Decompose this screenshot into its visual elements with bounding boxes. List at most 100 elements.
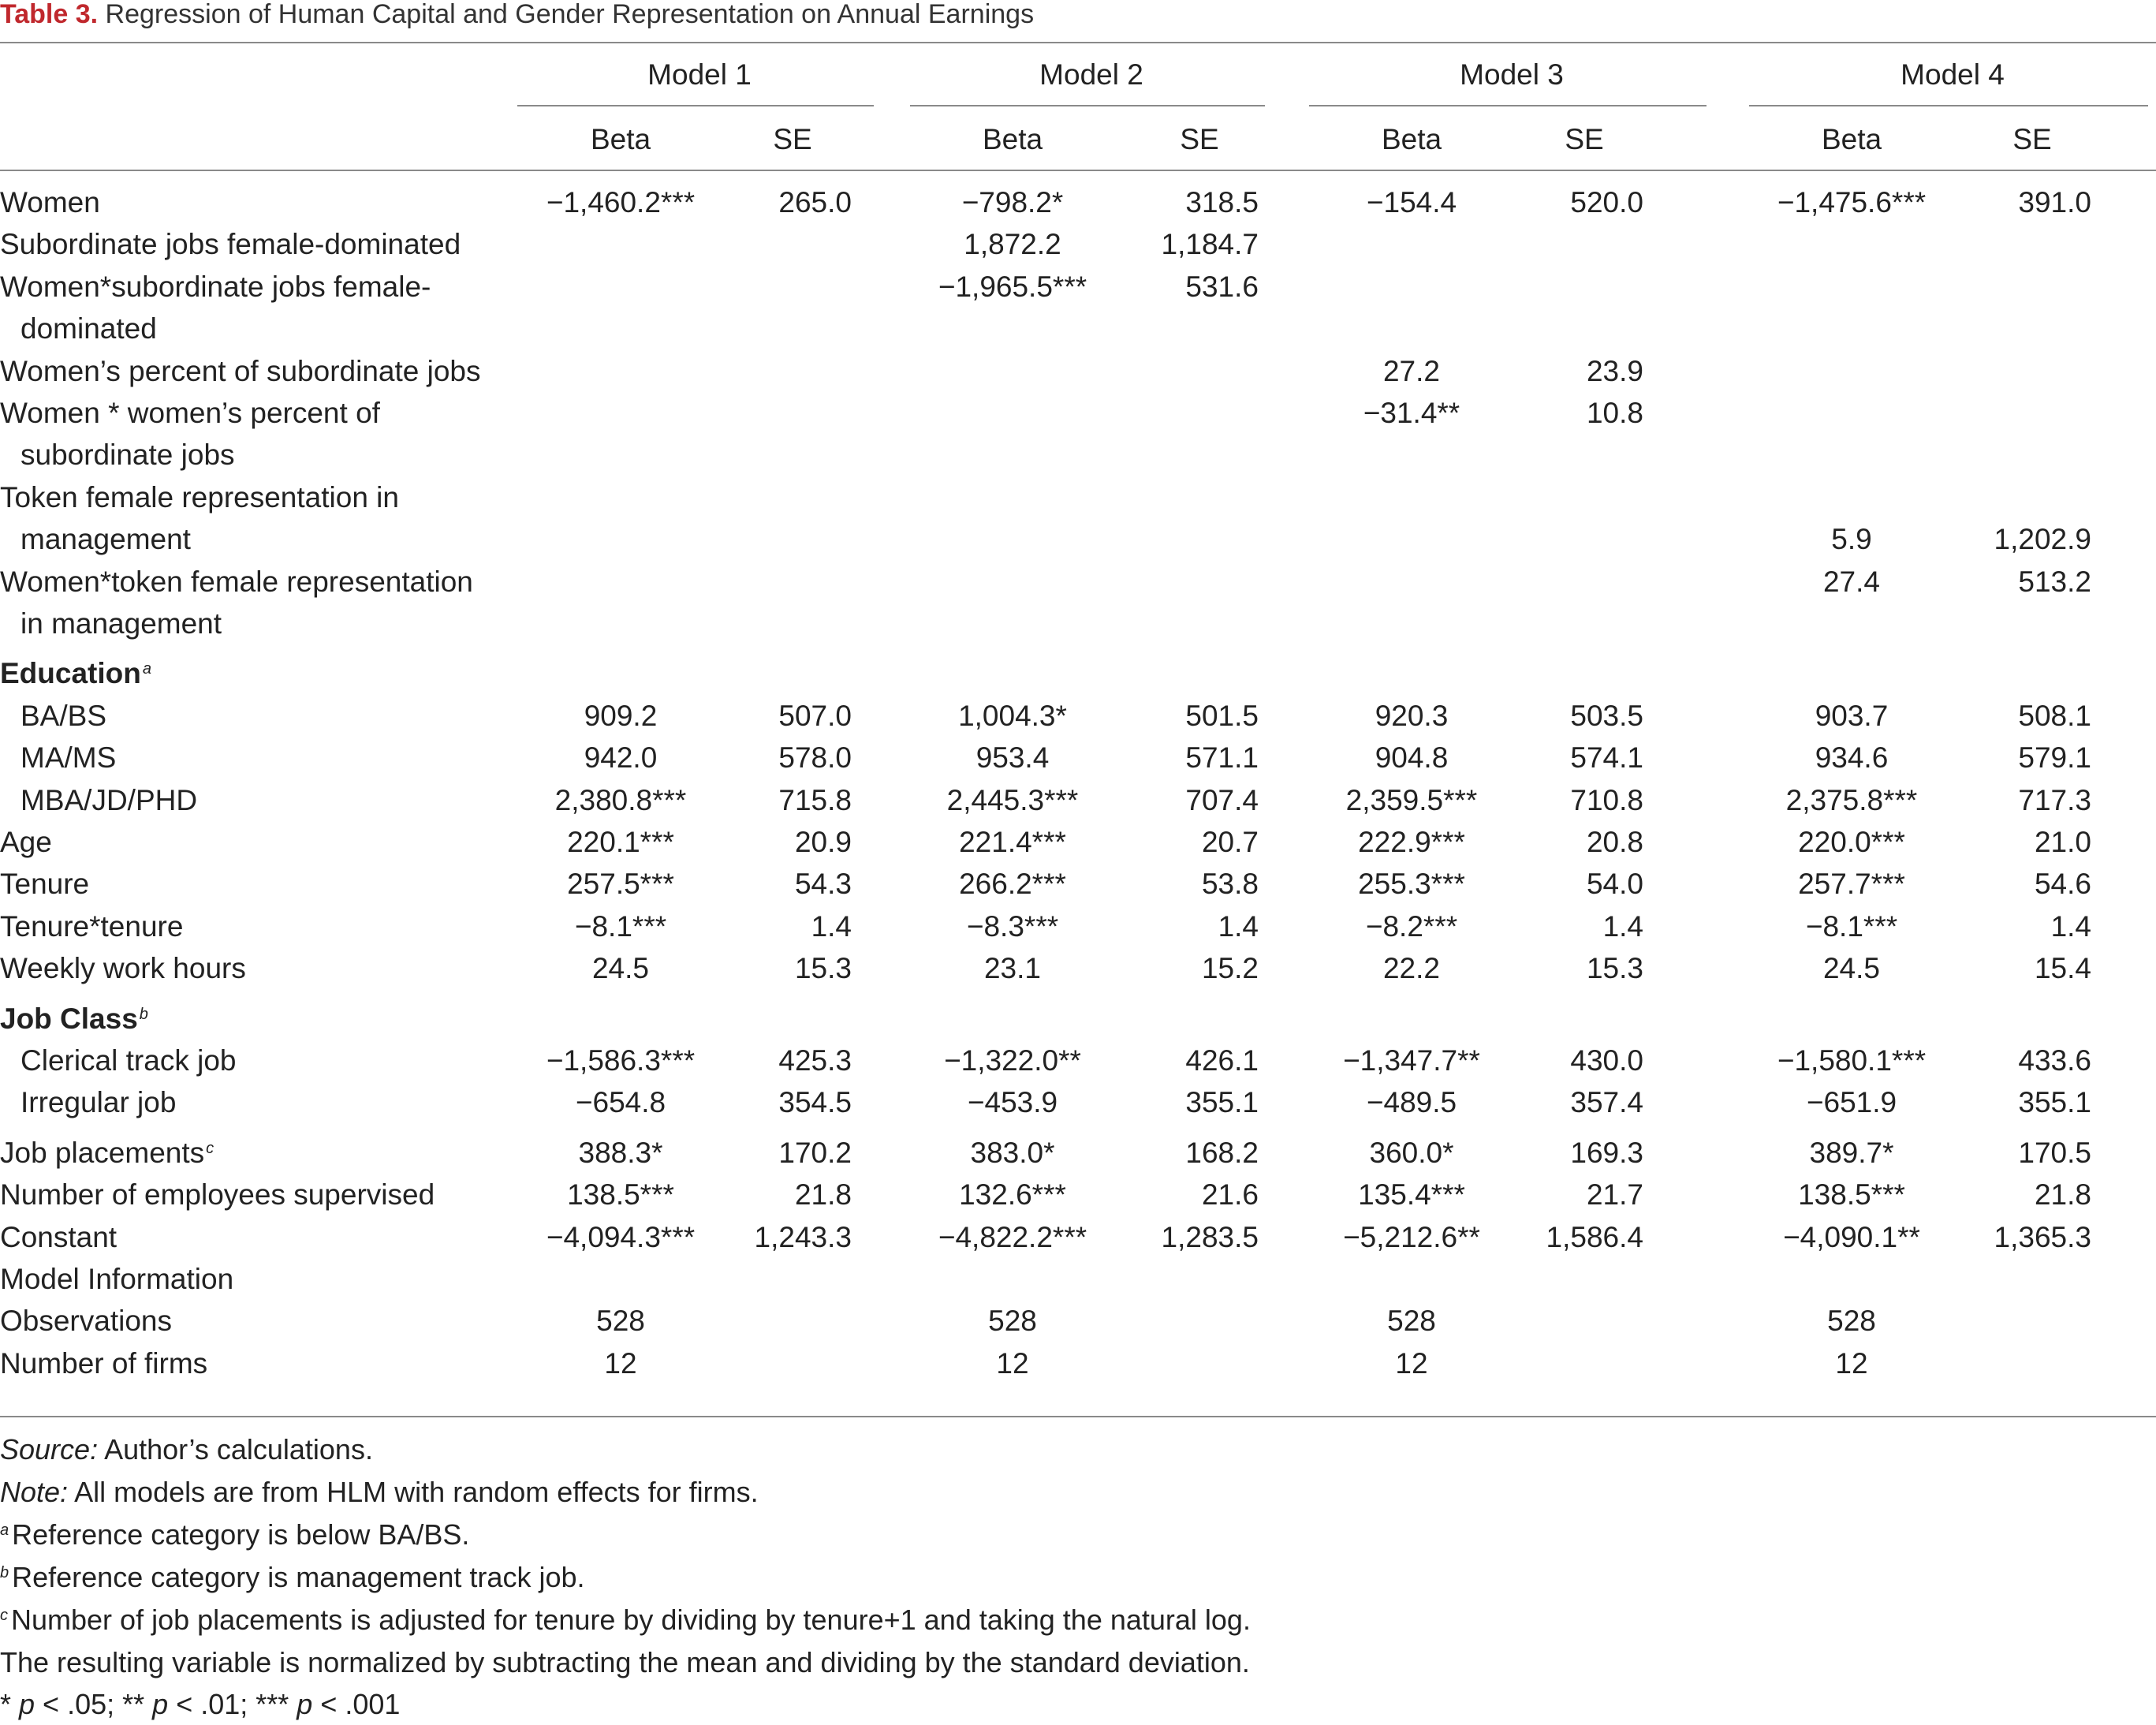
se-cell: 433.6 <box>2018 1044 2091 1077</box>
beta-cell: −154.4 <box>1366 186 1457 218</box>
se-cell: 578.0 <box>778 741 852 775</box>
footnote-b: b Reference category is management track … <box>0 1557 585 1598</box>
row-label: dominated <box>21 308 157 350</box>
row-label-text: Education <box>0 657 141 690</box>
row-label-text: Women*subordinate jobs female- <box>0 270 431 303</box>
se-cell: 265.0 <box>778 186 852 218</box>
footnote-b-text: Reference category is management track j… <box>12 1561 585 1593</box>
footnote-c: c Number of job placements is adjusted fo… <box>0 1600 1251 1641</box>
row-label: Subordinate jobs female-dominated <box>0 223 461 266</box>
row-label: Number of employees supervised <box>0 1174 435 1216</box>
beta-cell: 24.5 <box>591 952 649 985</box>
se-cell: 1,184.7 <box>1161 228 1259 261</box>
se-header-3: SE <box>1565 123 1604 155</box>
se-cell: 54.3 <box>794 868 852 901</box>
beta-cell: −651.9 <box>1806 1086 1897 1119</box>
row-label: Job Class b <box>0 998 148 1040</box>
row-label-text: MBA/JD/PHD <box>21 783 198 816</box>
source-note: Source: Author’s calculations. <box>0 1429 373 1470</box>
beta-cell: −1,586.3*** <box>546 1044 696 1077</box>
row-label: Tenure*tenure <box>0 905 183 948</box>
sig-text-1: * <box>0 1688 20 1720</box>
beta-cell: 920.3 <box>1375 699 1449 732</box>
sig-p-3: p <box>297 1688 313 1720</box>
se-cell: 425.3 <box>778 1044 852 1077</box>
se-cell: 715.8 <box>778 783 852 816</box>
se-cell: 1,243.3 <box>754 1220 852 1253</box>
row-label-text: dominated <box>21 312 157 345</box>
beta-cell: 1,004.3* <box>958 699 1067 732</box>
footnote-a-mark: a <box>0 1522 9 1539</box>
row-label-text: Token female representation in <box>0 480 399 513</box>
beta-cell: 135.4*** <box>1358 1178 1465 1212</box>
se-cell: 21.8 <box>2034 1178 2091 1212</box>
row-label: Women*subordinate jobs female- <box>0 266 431 308</box>
beta-cell: 904.8 <box>1375 741 1449 775</box>
se-cell: 21.8 <box>794 1178 852 1212</box>
beta-cell: 221.4*** <box>959 826 1066 858</box>
se-header-2: SE <box>1180 123 1219 155</box>
beta-cell: −1,475.6*** <box>1777 186 1927 218</box>
row-label: BA/BS <box>21 695 106 737</box>
footnote-a-text: Reference category is below BA/BS. <box>12 1518 470 1551</box>
beta-cell: 528 <box>1387 1305 1436 1338</box>
row-label-text: subordinate jobs <box>21 439 235 472</box>
se-header-4: SE <box>2012 123 2052 155</box>
beta-cell: −8.1*** <box>1805 909 1898 943</box>
beta-cell: −798.2* <box>961 186 1064 218</box>
se-cell: 717.3 <box>2018 783 2091 816</box>
row-label-text: Irregular job <box>21 1086 177 1119</box>
footnote-c-text-2: The resulting variable is normalized by … <box>0 1646 1250 1678</box>
beta-cell: −4,090.1** <box>1783 1220 1920 1253</box>
se-cell: 574.1 <box>1570 741 1643 775</box>
beta-cell: 12 <box>996 1346 1029 1380</box>
row-label: Irregular job <box>21 1081 176 1124</box>
se-cell: 15.3 <box>1586 952 1643 985</box>
se-cell: 1,365.3 <box>1994 1220 2091 1253</box>
beta-cell: 22.2 <box>1382 952 1440 985</box>
beta-cell: 255.3*** <box>1358 868 1465 901</box>
beta-cell: −1,580.1*** <box>1777 1044 1927 1077</box>
row-label: subordinate jobs <box>21 434 235 476</box>
row-label-text: Tenure*tenure <box>0 909 184 943</box>
beta-cell: 2,380.8*** <box>554 783 687 816</box>
table-title: Table 3. Regression of Human Capital and… <box>0 0 1034 28</box>
row-label-text: Weekly work hours <box>0 952 246 985</box>
row-label: Constant <box>0 1216 117 1259</box>
se-cell: 21.7 <box>1586 1178 1643 1212</box>
beta-cell: −1,460.2*** <box>546 186 696 218</box>
row-label-text: Job Class <box>0 1002 138 1035</box>
se-cell: 318.5 <box>1185 186 1259 218</box>
model-4-header-rule <box>1749 105 2148 106</box>
se-cell: 53.8 <box>1201 868 1259 901</box>
row-label: MBA/JD/PHD <box>21 779 197 822</box>
se-cell: 1,283.5 <box>1161 1220 1259 1253</box>
model-header-2: Model 2 <box>1039 58 1143 91</box>
beta-cell: 27.4 <box>1822 565 1880 598</box>
table-caption: Regression of Human Capital and Gender R… <box>105 0 1035 29</box>
row-label: management <box>21 518 191 561</box>
model-header-1: Model 1 <box>647 58 752 91</box>
se-cell: 15.3 <box>794 952 852 985</box>
row-label: Tenure <box>0 863 89 905</box>
row-label-text: Age <box>0 826 52 858</box>
beta-cell: 12 <box>1395 1346 1428 1380</box>
beta-cell: −489.5 <box>1366 1086 1457 1119</box>
beta-cell: 2,375.8*** <box>1785 783 1918 816</box>
sig-text-4: < .001 <box>312 1688 401 1720</box>
row-label-text: Model Information <box>0 1263 234 1295</box>
footnote-a: a Reference category is below BA/BS. <box>0 1514 469 1555</box>
row-label: Model Information <box>0 1258 233 1301</box>
row-label-text: Women <box>0 186 100 218</box>
se-cell: 571.1 <box>1185 741 1259 775</box>
row-label-text: MA/MS <box>21 741 117 775</box>
row-label-text: Tenure <box>0 868 90 901</box>
footnote-c-text: Number of job placements is adjusted for… <box>11 1604 1251 1636</box>
se-cell: 520.0 <box>1570 186 1643 218</box>
beta-cell: 12 <box>604 1346 637 1380</box>
beta-cell: 388.3* <box>578 1136 663 1169</box>
row-label-text: Job placements <box>0 1136 205 1169</box>
row-label: Weekly work hours <box>0 947 246 990</box>
row-label: Number of firms <box>0 1342 207 1385</box>
